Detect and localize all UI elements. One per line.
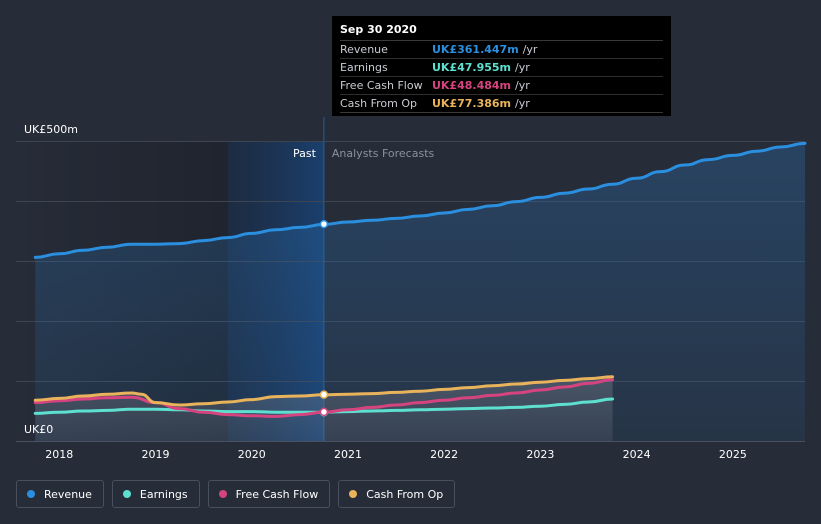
- tooltip-row-name: Revenue: [340, 43, 388, 56]
- x-tick-label: 2021: [334, 448, 362, 461]
- tooltip-row-unit: /yr: [515, 97, 530, 110]
- tooltip-row-value: UK£77.386m: [432, 97, 512, 110]
- tooltip: Sep 30 2020 Revenue UK£361.447m /yr Earn…: [332, 16, 671, 116]
- tooltip-row-value: UK£47.955m: [432, 61, 512, 74]
- legend-label: Cash From Op: [366, 487, 444, 501]
- tooltip-row-earnings: Earnings UK£47.955m /yr: [340, 59, 663, 77]
- x-tick-label: 2025: [719, 448, 747, 461]
- tooltip-date: Sep 30 2020: [340, 23, 663, 41]
- tooltip-row-revenue: Revenue UK£361.447m /yr: [340, 41, 663, 59]
- legend-label: Revenue: [44, 487, 92, 501]
- tooltip-row-name: Cash From Op: [340, 97, 418, 110]
- forecast-label: Analysts Forecasts: [332, 147, 435, 160]
- tooltip-row-unit: /yr: [515, 61, 530, 74]
- x-tick-label: 2022: [430, 448, 458, 461]
- legend-label: Earnings: [139, 487, 188, 501]
- legend-dot-icon: [218, 490, 227, 498]
- legend-item-earnings[interactable]: Earnings: [111, 480, 200, 508]
- legend-dot-icon: [27, 490, 35, 498]
- tooltip-row-free-cash-flow: Free Cash Flow UK£48.484m /yr: [340, 77, 663, 95]
- x-tick-label: 2020: [238, 448, 266, 461]
- legend: Revenue Earnings Free Cash Flow Cash Fro…: [16, 480, 456, 508]
- cash-from-op-line: [33, 375, 615, 407]
- legend-item-revenue[interactable]: Revenue: [16, 480, 104, 508]
- legend-item-cash-from-op[interactable]: Cash From Op: [338, 480, 456, 508]
- x-tick-label: 2019: [142, 448, 170, 461]
- x-tick-label: 2023: [526, 448, 554, 461]
- tooltip-row-value: UK£361.447m: [432, 43, 519, 56]
- legend-dot-icon: [349, 490, 358, 498]
- tooltip-row-unit: /yr: [522, 43, 538, 56]
- tooltip-row-value: UK£48.484m: [432, 79, 512, 92]
- legend-dot-icon: [122, 490, 131, 498]
- tooltip-row-name: Earnings: [340, 61, 388, 74]
- legend-item-free-cash-flow[interactable]: Free Cash Flow: [207, 480, 331, 508]
- y-axis-max-label: UK£500m: [24, 123, 78, 136]
- past-label: Past: [293, 147, 317, 160]
- x-tick-label: 2018: [45, 448, 73, 461]
- tooltip-row-cash-from-op: Cash From Op UK£77.386m /yr: [340, 95, 663, 113]
- data-point-marker: [319, 390, 329, 399]
- tooltip-row-unit: /yr: [515, 79, 530, 92]
- y-axis-min-label: UK£0: [24, 423, 53, 436]
- revenue-area: [35, 143, 806, 441]
- revenue-line: [33, 141, 807, 259]
- tooltip-row-name: Free Cash Flow: [340, 79, 423, 92]
- data-point-marker: [319, 219, 329, 229]
- x-tick-label: 2024: [623, 448, 651, 461]
- data-point-marker: [319, 407, 329, 417]
- legend-label: Free Cash Flow: [235, 487, 319, 501]
